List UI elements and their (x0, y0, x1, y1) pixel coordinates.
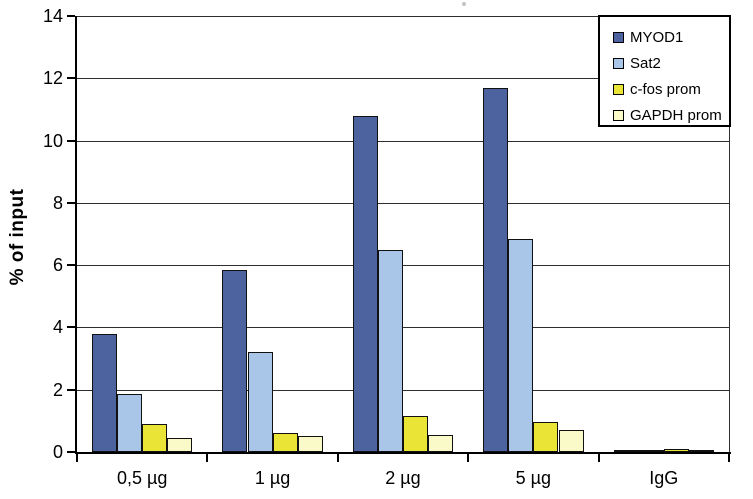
y-tick-label: 8 (52, 192, 63, 213)
y-tick (67, 139, 75, 142)
bar-myod1-5 (613, 450, 639, 453)
y-axis-title: % of input (7, 188, 28, 286)
gridline (77, 389, 730, 391)
y-axis-line (75, 16, 77, 454)
gridline (77, 327, 730, 329)
x-category-label: IgG (649, 468, 679, 488)
bar-c-fos-prom-1 (142, 424, 168, 452)
legend-swatch-gapdh-prom (613, 109, 624, 121)
x-tick (206, 454, 209, 462)
legend-label: c-fos prom (630, 80, 701, 98)
legend-label: Sat2 (630, 54, 661, 72)
legend-label: MYOD1 (630, 28, 684, 46)
x-category-label: 1 µg (254, 468, 291, 488)
y-tick-label: 4 (52, 317, 63, 338)
bar-sat2-2 (247, 352, 273, 452)
y-tick (67, 451, 75, 453)
legend-swatch-c-fos-prom (613, 83, 624, 95)
y-tick-label: 14 (42, 6, 63, 26)
bar-gapdh-prom-1 (167, 438, 193, 452)
gridline (77, 265, 730, 267)
bar-sat2-4 (508, 238, 534, 452)
bar-gapdh-prom-3 (428, 434, 454, 452)
legend-item: Sat2 (613, 50, 729, 76)
y-tick (67, 326, 75, 329)
bar-gapdh-prom-5 (688, 449, 714, 452)
bar-c-fos-prom-2 (272, 433, 298, 452)
y-tick-label: 12 (42, 68, 63, 89)
x-tick (467, 454, 470, 462)
gridline (77, 140, 730, 142)
bar-gapdh-prom-4 (558, 430, 584, 452)
x-category-label: 5 µg (515, 468, 552, 488)
bar-myod1-1 (92, 333, 118, 452)
bar-sat2-3 (377, 249, 403, 452)
gridline (77, 202, 730, 204)
plot-right-border (729, 16, 730, 452)
bar-c-fos-prom-3 (403, 416, 429, 452)
bar-myod1-2 (222, 269, 248, 452)
bar-gapdh-prom-2 (297, 436, 323, 452)
bar-sat2-1 (117, 394, 143, 452)
legend-swatch-sat2 (613, 57, 624, 69)
legend: MYOD1 Sat2 c-fos prom GAPDH prom (598, 15, 731, 127)
gridline (77, 78, 730, 80)
y-tick (67, 388, 75, 391)
y-tick (67, 264, 75, 267)
y-tick (67, 15, 75, 17)
top-artifact-mark (462, 2, 466, 6)
y-tick (67, 201, 75, 204)
x-category-label: 0,5 µg (116, 468, 168, 488)
y-tick (67, 77, 75, 80)
x-tick (597, 454, 600, 462)
y-tick-label: 6 (52, 255, 63, 276)
legend-item: c-fos prom (613, 76, 729, 102)
gridline (77, 16, 730, 17)
x-axis-line (75, 452, 731, 454)
legend-swatch-myod1 (613, 31, 624, 43)
bar-c-fos-prom-4 (533, 422, 559, 452)
legend-item: GAPDH prom (613, 102, 729, 128)
x-tick (76, 454, 78, 462)
x-category-label: 2 µg (385, 468, 421, 488)
bar-myod1-4 (483, 87, 509, 452)
bar-myod1-3 (352, 115, 378, 452)
y-tick-label: 2 (52, 379, 63, 400)
bar-sat2-5 (638, 450, 664, 453)
bar-c-fos-prom-5 (663, 448, 689, 452)
x-tick (728, 454, 730, 462)
legend-label: GAPDH prom (630, 106, 722, 124)
x-tick (336, 454, 339, 462)
legend-item: MYOD1 (613, 24, 729, 50)
y-tick-label: 10 (42, 130, 63, 151)
y-tick-label: 0 (52, 442, 63, 462)
